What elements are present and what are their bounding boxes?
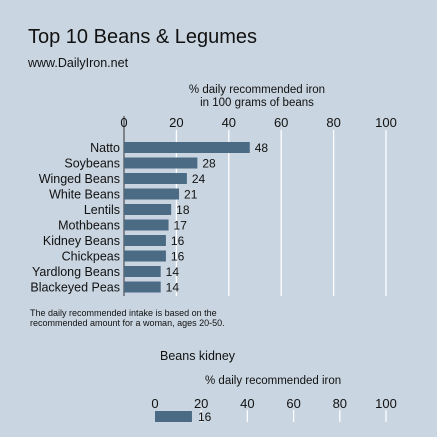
main-bar-chart: % daily recommended iron in 100 grams of… — [30, 84, 397, 296]
main-value-label: 14 — [166, 281, 180, 295]
main-value-label: 28 — [202, 157, 216, 171]
kidney-bar-chart: Beans kidney % daily recommended iron 0 2… — [151, 349, 396, 424]
main-bar — [124, 188, 180, 200]
main-value-label: 16 — [171, 234, 185, 248]
kidney-bar — [155, 411, 192, 422]
main-bar — [124, 219, 169, 231]
kidney-x-tick-label: 20 — [194, 396, 208, 411]
main-value-label: 14 — [166, 265, 180, 279]
kidney-value-label: 16 — [198, 410, 212, 424]
main-value-label: 17 — [174, 219, 188, 233]
main-bar — [124, 204, 172, 215]
main-category-label: Kidney Beans — [43, 234, 120, 248]
main-bar — [124, 157, 198, 169]
main-x-tick-label: 60 — [274, 115, 288, 130]
main-x-axis-title-line-1: % daily recommended iron — [189, 84, 325, 96]
main-x-tick-label: 40 — [222, 115, 236, 130]
main-category-label: Mothbeans — [58, 219, 120, 233]
main-category-label: Blackeyed Peas — [30, 281, 120, 295]
main-x-tick-labels: 0 20 40 60 80 100 — [120, 115, 396, 130]
footnote-line-1: The daily recommended intake is based on… — [30, 308, 217, 318]
footnote-line-2: recommended amount for a woman, ages 20-… — [30, 318, 225, 328]
main-value-label: 21 — [184, 188, 198, 202]
main-category-label: Soybeans — [64, 157, 120, 171]
kidney-value-labels: 16 — [198, 410, 212, 424]
kidney-chart-title: Beans kidney — [160, 349, 236, 363]
main-value-label: 24 — [192, 172, 206, 186]
main-category-label: Lentils — [84, 203, 120, 217]
main-category-label: Chickpeas — [62, 250, 120, 264]
main-bar — [124, 250, 166, 262]
main-category-label: Yardlong Beans — [32, 265, 120, 279]
kidney-x-tick-labels: 0 20 40 60 80 100 — [151, 396, 396, 411]
main-category-label: Natto — [90, 141, 120, 155]
main-x-tick-label: 0 — [120, 115, 127, 130]
main-x-axis-title-line-2: in 100 grams of beans — [200, 97, 314, 109]
main-bar — [124, 266, 161, 277]
main-value-label: 16 — [171, 250, 185, 264]
main-category-label: White Beans — [49, 188, 120, 202]
chart-subtitle: www.DailyIron.net — [27, 56, 129, 70]
kidney-bars — [155, 411, 192, 422]
main-bar — [124, 173, 187, 184]
kidney-x-tick-label: 100 — [375, 396, 397, 411]
main-bar — [124, 281, 161, 293]
main-x-tick-label: 100 — [375, 115, 397, 130]
kidney-x-tick-label: 60 — [286, 396, 300, 411]
kidney-x-tick-label: 40 — [240, 396, 254, 411]
kidney-x-axis-title: % daily recommended iron — [205, 375, 341, 387]
kidney-grid — [200, 410, 387, 422]
kidney-x-tick-label: 80 — [333, 396, 347, 411]
main-bar — [124, 142, 250, 153]
chart-title: Top 10 Beans & Legumes — [28, 26, 257, 48]
main-x-tick-label: 80 — [326, 115, 340, 130]
kidney-x-tick-label: 0 — [151, 396, 158, 411]
main-value-label: 48 — [255, 141, 269, 155]
main-bars — [124, 142, 250, 293]
main-x-tick-label: 20 — [169, 115, 183, 130]
main-value-label: 18 — [176, 203, 190, 217]
main-bar — [124, 235, 166, 246]
main-category-label: Winged Beans — [39, 172, 120, 186]
